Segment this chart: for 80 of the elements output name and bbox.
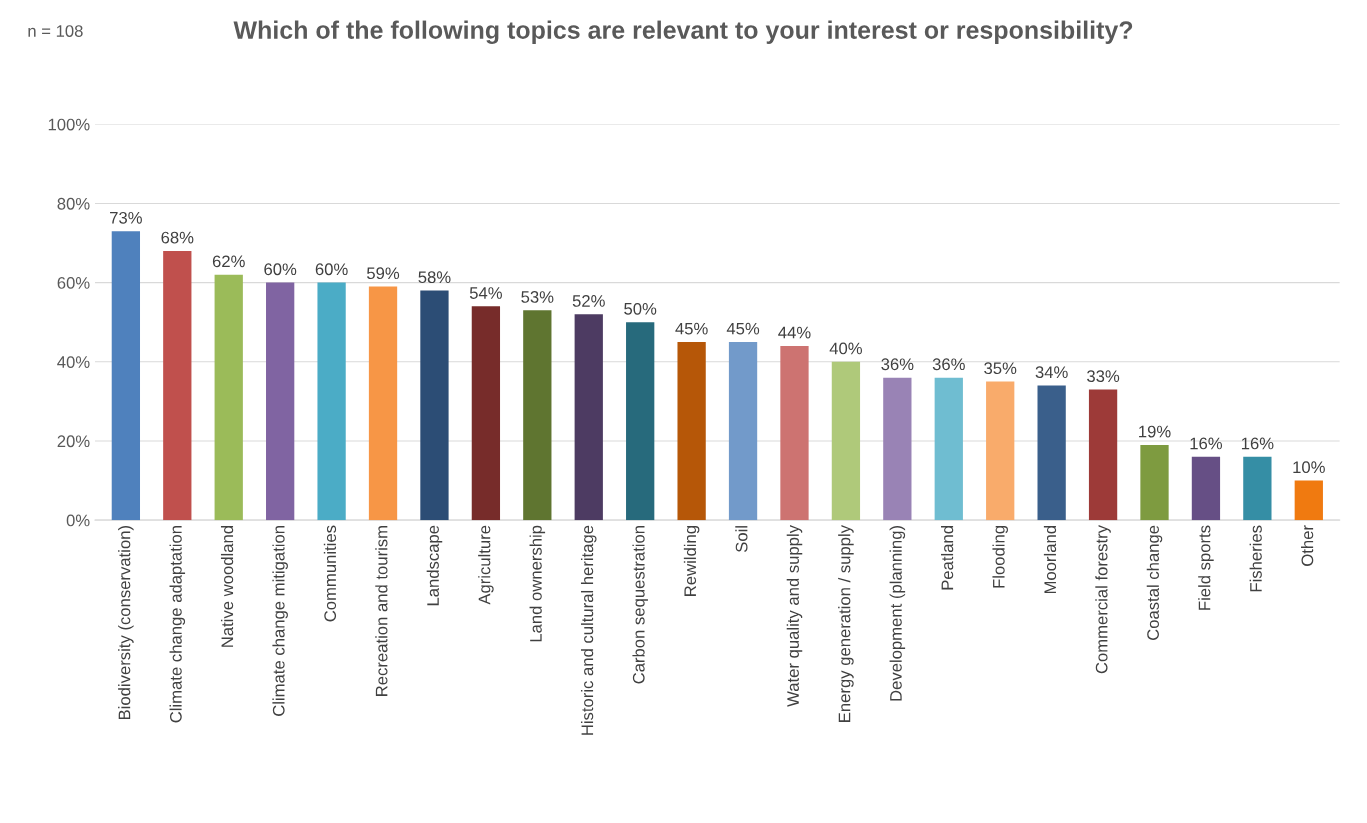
bar: [986, 381, 1015, 521]
data-label: 40%: [829, 342, 862, 355]
x-tick-label: Climate change mitigation: [272, 526, 288, 716]
data-label: 60%: [264, 263, 297, 276]
bar: [420, 290, 449, 521]
data-label: 19%: [1139, 425, 1171, 438]
x-tick-label: Field sports: [1198, 525, 1214, 610]
x-tick-label: Other: [1301, 525, 1314, 566]
y-tick-label: 60%: [57, 277, 90, 289]
x-tick-label: Water quality and supply: [786, 525, 803, 707]
x-tick-label: Native woodland: [220, 526, 234, 647]
x-tick-label: Energy generation / supply: [838, 525, 854, 722]
x-tick-label: Biodiversity (conservation): [118, 526, 134, 720]
x-tick-label: Communities: [323, 525, 337, 622]
data-label: 35%: [984, 362, 1017, 375]
bar: [780, 345, 809, 521]
x-tick-label: Carbon sequestration: [632, 526, 648, 684]
y-tick-label: 100%: [48, 118, 90, 131]
x-tick-label: Historic and cultural heritage: [580, 525, 597, 735]
bar: [677, 342, 706, 521]
x-tick-label: Flooding: [992, 526, 1008, 588]
data-label: 54%: [469, 287, 502, 299]
x-tick-label: Recreation and tourism: [375, 526, 388, 696]
y-tick-label: 40%: [57, 356, 90, 368]
bar: [831, 361, 861, 521]
x-tick-label: Fisheries: [1249, 525, 1262, 592]
x-tick-label: Coastal change: [1146, 525, 1163, 640]
bar: [523, 310, 552, 521]
bar: [1037, 385, 1066, 521]
bar: [266, 282, 295, 521]
data-label: 58%: [418, 271, 451, 284]
data-label: 53%: [521, 291, 554, 303]
data-label: 45%: [675, 322, 708, 335]
bar: [934, 377, 963, 521]
x-tick-label: Development (planning): [889, 526, 906, 701]
x-tick-label: Peatland: [941, 526, 954, 590]
data-label: 33%: [1087, 370, 1120, 383]
chart-title: Which of the following topics are relevant to your interest or responsibility?: [233, 20, 1133, 44]
data-label: 73%: [110, 211, 142, 224]
bar: [471, 306, 501, 521]
bar: [1140, 444, 1169, 521]
x-tick-label: Climate change adaptation: [169, 526, 186, 723]
data-label: 10%: [1293, 461, 1325, 474]
data-label: 16%: [1241, 437, 1274, 450]
bar: [317, 282, 346, 521]
bar: [214, 274, 243, 521]
data-label: 34%: [1035, 366, 1068, 379]
bar: [626, 322, 655, 521]
x-tick-label: Landscape: [426, 525, 443, 606]
bar: [163, 250, 192, 521]
data-label: 50%: [624, 302, 657, 315]
data-label: 16%: [1190, 437, 1223, 450]
data-label: 36%: [932, 358, 965, 371]
text: n = 108: [28, 25, 83, 37]
bar: [1191, 456, 1221, 521]
data-label: 44%: [778, 326, 811, 339]
x-tick-label: Moorland: [1043, 526, 1057, 594]
bar: [368, 286, 398, 521]
x-tick-label: Soil: [735, 526, 748, 553]
bar: [574, 314, 603, 521]
data-label: 60%: [315, 263, 348, 276]
data-label: 36%: [881, 358, 914, 371]
data-label: 62%: [212, 255, 245, 268]
y-tick-label: 20%: [57, 435, 90, 448]
x-tick-label: Commercial forestry: [1095, 525, 1111, 674]
bar: [111, 231, 141, 521]
bar: [1294, 480, 1323, 521]
x-tick-label: Rewilding: [683, 526, 700, 596]
bar: [728, 342, 758, 521]
y-tick-label: 80%: [57, 197, 90, 210]
data-label: 52%: [572, 295, 605, 307]
bar: [1243, 456, 1272, 521]
bar: [1088, 389, 1118, 521]
data-label: 45%: [726, 322, 760, 335]
data-label: 59%: [367, 267, 400, 280]
bar: [883, 377, 912, 521]
data-label: 68%: [161, 231, 194, 244]
x-tick-label: Land ownership: [529, 525, 546, 642]
x-tick-label: Agriculture: [478, 525, 494, 605]
y-tick-label: 0%: [66, 514, 90, 527]
